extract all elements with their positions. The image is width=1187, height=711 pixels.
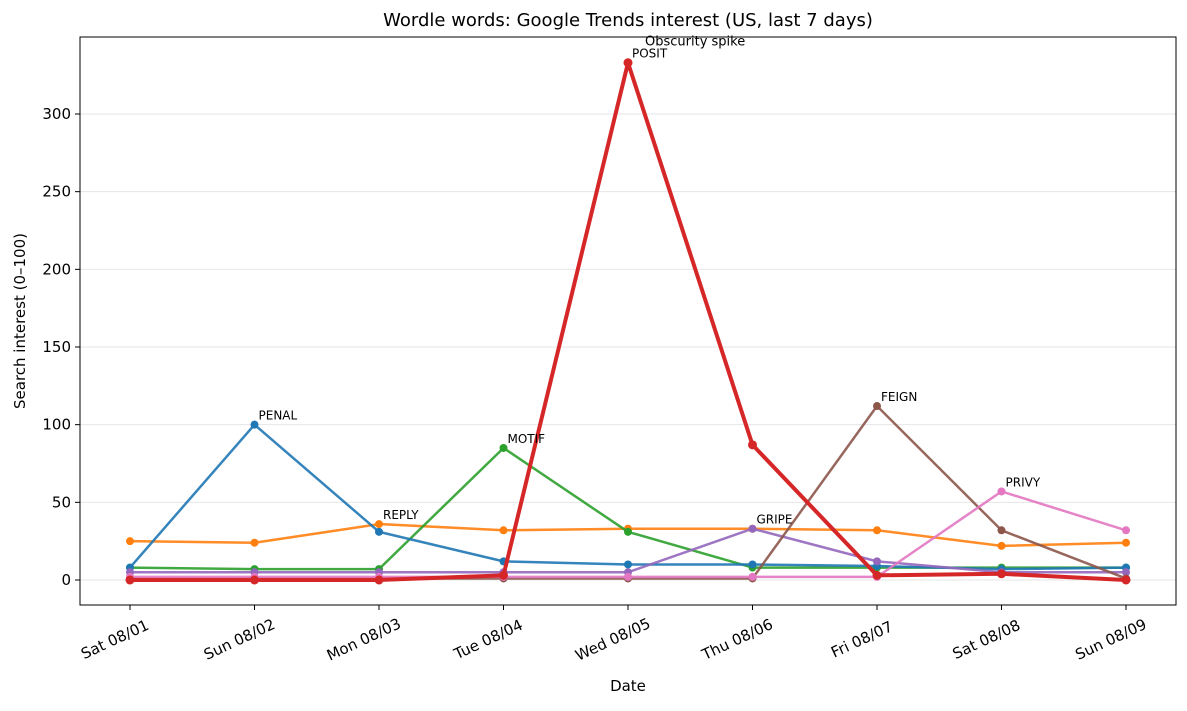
y-tick-label: 0	[61, 571, 71, 589]
y-tick-label: 150	[42, 338, 71, 356]
chart-title: Wordle words: Google Trends interest (US…	[383, 10, 873, 31]
data-point	[748, 524, 757, 533]
plot-frame	[79, 36, 1177, 606]
x-tick-label: Mon 08/03	[324, 614, 404, 664]
series-label: GRIPE	[757, 513, 793, 527]
y-axis-label: Search interest (0–100)	[11, 233, 29, 409]
y-tick-label: 50	[52, 493, 71, 511]
data-point	[623, 58, 633, 68]
data-point	[748, 560, 757, 569]
x-tick-label: Sun 08/09	[1072, 615, 1149, 664]
data-point	[499, 443, 508, 452]
y-axis: 0 50 100 150 200 250 300	[42, 105, 80, 589]
x-tick-label: Sun 08/02	[201, 615, 278, 664]
data-point	[624, 572, 632, 581]
y-tick-label: 200	[42, 260, 71, 278]
grid	[80, 113, 1176, 581]
data-point	[873, 526, 881, 535]
series-line	[128, 404, 1128, 580]
annotation-text: Obscurity spike	[645, 35, 745, 50]
data-point	[873, 402, 881, 411]
series-line	[128, 423, 1128, 571]
data-point	[1122, 568, 1130, 577]
x-tick-label: Fri 08/07	[828, 617, 895, 661]
data-point	[499, 570, 508, 580]
y-tick-label: 100	[42, 416, 71, 434]
data-point	[873, 557, 881, 566]
data-point	[126, 537, 134, 546]
y-tick-label: 250	[42, 183, 71, 201]
x-axis: Sat 08/01 Sun 08/02 Mon 08/03 Tue 08/04 Wed …	[78, 605, 1149, 665]
x-tick-label: Thu 08/06	[698, 615, 776, 664]
data-point	[748, 572, 757, 581]
data-point	[374, 575, 384, 585]
data-point	[1122, 538, 1130, 547]
data-point	[250, 575, 259, 585]
series-label: MOTIF	[508, 432, 546, 446]
data-point	[997, 541, 1006, 550]
data-point	[375, 527, 383, 536]
series-feign	[126, 402, 1130, 583]
data-point	[997, 569, 1006, 579]
data-point	[748, 440, 757, 450]
annotation-group: REPLY MOTIF PENAL GRIPE FEIGN PRIVY POSITObscu…	[259, 35, 1041, 527]
data-point	[1122, 526, 1130, 535]
data-point	[1121, 575, 1131, 585]
series-posit	[125, 58, 1131, 585]
x-tick-label: Sat 08/08	[950, 616, 1023, 663]
data-point	[375, 520, 383, 529]
data-point	[997, 487, 1006, 496]
data-point	[125, 575, 135, 585]
x-tick-label: Tue 08/04	[450, 616, 525, 664]
data-point	[624, 527, 632, 536]
y-tick-label: 300	[42, 105, 71, 123]
data-point	[997, 526, 1006, 535]
data-point	[872, 570, 882, 580]
series-label: REPLY	[383, 508, 419, 522]
data-point	[499, 526, 508, 535]
series-label: PENAL	[259, 409, 298, 423]
series-label: POSIT	[632, 47, 668, 61]
series-label: PRIVY	[1006, 475, 1041, 489]
data-point	[250, 420, 259, 429]
data-point	[250, 538, 259, 547]
series-group	[125, 58, 1131, 585]
series-penal	[126, 420, 1130, 574]
series-label: FEIGN	[881, 390, 917, 404]
x-tick-label: Wed 08/05	[573, 614, 654, 664]
x-tick-label: Sat 08/01	[78, 616, 151, 663]
x-axis-label: Date	[610, 677, 646, 695]
data-point	[624, 560, 632, 569]
